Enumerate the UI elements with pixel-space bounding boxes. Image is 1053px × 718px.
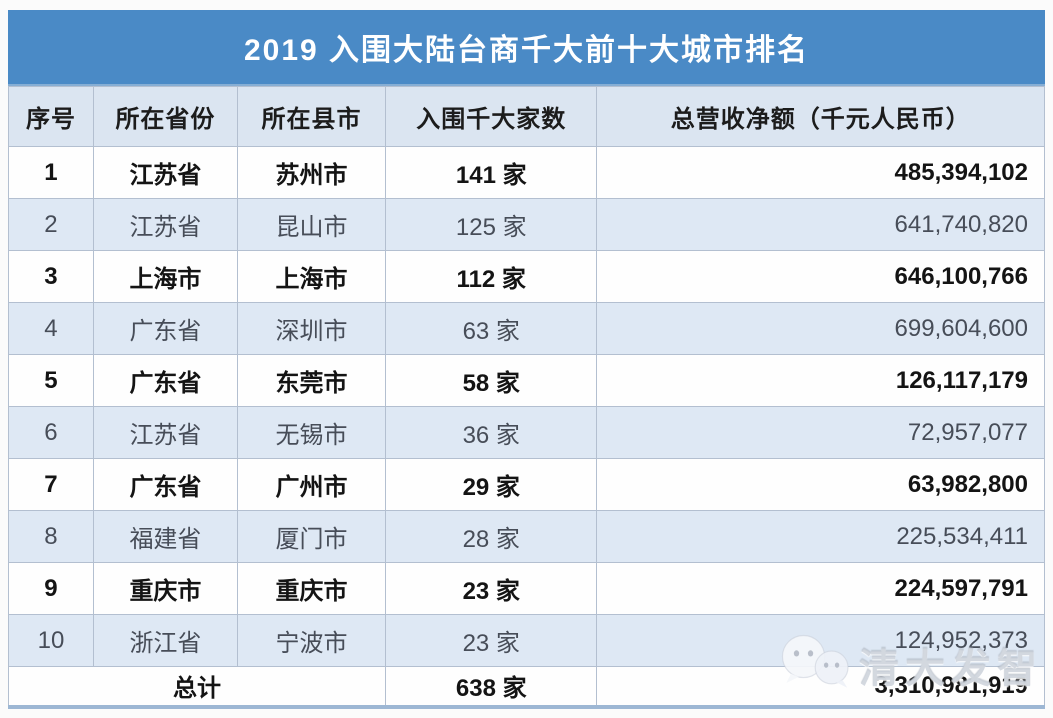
province-cell: 广东省 [92,354,238,407]
rank-cell: 4 [8,302,94,355]
table-row: 7 广东省 广州市 29 家 63,982,800 [8,458,1045,511]
rank-cell: 6 [8,406,94,459]
province-cell: 浙江省 [92,614,238,667]
revenue-cell: 225,534,411 [596,510,1045,563]
revenue-cell: 63,982,800 [596,458,1045,511]
revenue-cell: 699,604,600 [596,302,1045,355]
city-cell: 重庆市 [236,562,387,615]
total-revenue-cell: 3,310,981,919 [596,666,1045,707]
table-row: 4 广东省 深圳市 63 家 699,604,600 [8,302,1045,355]
count-cell: 112 家 [385,250,598,303]
rank-cell: 3 [8,250,94,303]
rank-cell: 8 [8,510,94,563]
count-cell: 141 家 [385,146,598,199]
table-row: 5 广东省 东莞市 58 家 126,117,179 [8,354,1045,407]
rank-cell: 10 [8,614,94,667]
header-row: 序号 所在省份 所在县市 入围千大家数 总营收净额（千元人民币） [8,86,1045,147]
rank-cell: 9 [8,562,94,615]
revenue-cell: 641,740,820 [596,198,1045,251]
revenue-cell: 126,117,179 [596,354,1045,407]
revenue-cell: 485,394,102 [596,146,1045,199]
page-title: 2019 入围大陆台商千大前十大城市排名 [8,10,1045,86]
city-cell: 广州市 [236,458,387,511]
revenue-cell: 646,100,766 [596,250,1045,303]
rank-cell: 7 [8,458,94,511]
total-label-cell: 总计 [7,666,387,707]
table-row: 9 重庆市 重庆市 23 家 224,597,791 [8,562,1045,615]
city-cell: 上海市 [236,250,387,303]
province-cell: 广东省 [92,302,238,355]
ranking-table-graphic: 2019 入围大陆台商千大前十大城市排名 序号 所在省份 所在县市 入围千大家数… [7,10,1045,712]
total-count-cell: 638 家 [385,666,598,707]
count-cell: 125 家 [385,198,598,251]
page-title-text: 2019 入围大陆台商千大前十大城市排名 [243,34,810,67]
count-cell: 23 家 [385,562,598,615]
table-row: 1 江苏省 苏州市 141 家 485,394,102 [8,146,1045,199]
table-row: 6 江苏省 无锡市 36 家 72,957,077 [8,406,1045,459]
city-cell: 厦门市 [236,510,387,563]
column-header-count: 入围千大家数 [385,86,598,147]
table-row: 3 上海市 上海市 112 家 646,100,766 [8,250,1045,303]
province-cell: 江苏省 [92,406,238,459]
city-cell: 苏州市 [236,146,387,199]
province-cell: 福建省 [92,510,238,563]
province-cell: 重庆市 [92,562,238,615]
count-cell: 58 家 [385,354,598,407]
city-cell: 昆山市 [236,198,387,251]
city-cell: 东莞市 [236,354,387,407]
rank-cell: 1 [8,146,94,199]
count-cell: 28 家 [385,510,598,563]
count-cell: 23 家 [385,614,598,667]
province-cell: 广东省 [92,458,238,511]
table-row: 10 浙江省 宁波市 23 家 124,952,373 [8,614,1045,667]
city-cell: 深圳市 [236,302,387,355]
rank-cell: 5 [8,354,94,407]
count-cell: 63 家 [385,302,598,355]
count-cell: 29 家 [385,458,598,511]
revenue-cell: 124,952,373 [596,614,1045,667]
province-cell: 江苏省 [92,198,238,251]
table-row: 8 福建省 厦门市 28 家 225,534,411 [8,510,1045,563]
column-header-revenue: 总营收净额（千元人民币） [596,86,1045,147]
revenue-cell: 72,957,077 [596,406,1045,459]
column-header-city: 所在县市 [236,86,387,147]
total-row: 总计 638 家 3,310,981,919 [7,666,1045,707]
city-cell: 无锡市 [236,406,387,459]
column-header-rank: 序号 [8,86,94,147]
province-cell: 上海市 [92,250,238,303]
revenue-cell: 224,597,791 [596,562,1045,615]
column-header-province: 所在省份 [92,86,238,147]
rank-cell: 2 [8,198,94,251]
count-cell: 36 家 [385,406,598,459]
city-cell: 宁波市 [236,614,387,667]
table-row: 2 江苏省 昆山市 125 家 641,740,820 [8,198,1045,251]
ranking-table: 序号 所在省份 所在县市 入围千大家数 总营收净额（千元人民币） 1 江苏省 苏… [7,86,1045,709]
province-cell: 江苏省 [92,146,238,199]
